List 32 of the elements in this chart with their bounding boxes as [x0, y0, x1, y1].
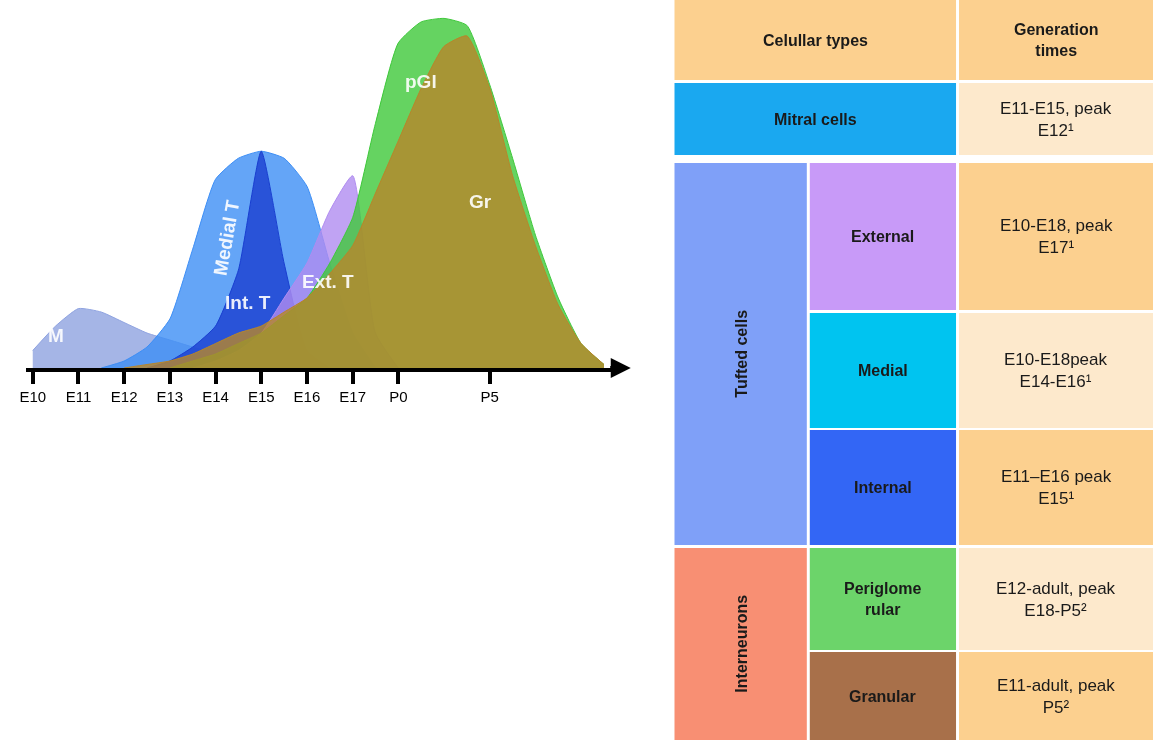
x-tick-label: E10	[19, 388, 47, 405]
x-tick-label: P0	[389, 388, 408, 405]
x-tick-label: E12	[110, 388, 138, 405]
text: External	[851, 228, 915, 245]
text: Celullar types	[763, 32, 869, 49]
text: Medial	[858, 362, 908, 379]
text: Periglome rular	[844, 580, 922, 618]
text: E11-E15, peak E12¹	[1000, 99, 1112, 141]
text: E10-E18, peak E17¹	[1000, 216, 1113, 258]
series-label: Int. T	[225, 292, 271, 313]
x-tick-label: E14	[202, 388, 229, 405]
x-tick-label: E13	[156, 388, 184, 405]
text: E11-adult, peak P5²	[997, 676, 1116, 718]
text: E10-E18peak E14-E16¹	[1004, 350, 1108, 392]
text: E11–E16 peak E15¹	[1001, 467, 1112, 509]
series-label: pGl	[405, 71, 437, 92]
series-label: M	[48, 325, 64, 346]
x-tick-label: E15	[247, 388, 275, 405]
text: E12-adult, peak E18-P5²	[996, 579, 1116, 621]
series-label: Medial T	[209, 198, 244, 278]
x-tick-label: E11	[65, 388, 92, 405]
text: Interneurons	[732, 594, 750, 693]
x-tick-label: P5	[480, 388, 499, 405]
series-label: Ext. T	[302, 271, 355, 292]
text: Tufted cells	[732, 309, 750, 398]
text: Granular	[849, 688, 916, 705]
text: Internal	[854, 479, 912, 496]
text: Mitral cells	[774, 111, 857, 128]
x-tick-label: E16	[293, 388, 321, 405]
series-label: Gr	[469, 191, 492, 212]
text: Generation times	[1014, 21, 1099, 59]
x-tick-label: E17	[339, 388, 366, 405]
